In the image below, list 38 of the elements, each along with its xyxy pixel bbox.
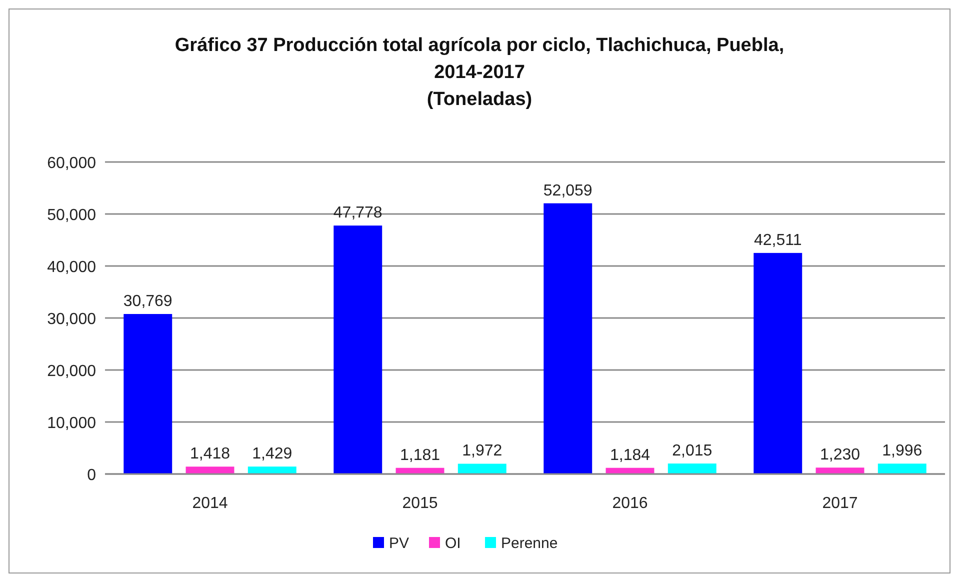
x-tick-label: 2015 (402, 495, 438, 512)
bar (458, 464, 506, 474)
bar (334, 226, 382, 474)
y-tick-label: 20,000 (47, 363, 96, 380)
data-label: 1,972 (462, 442, 502, 460)
y-tick-label: 50,000 (47, 207, 96, 224)
data-label: 1,418 (190, 446, 230, 463)
data-label: 1,996 (882, 442, 922, 460)
legend-label: OI (445, 535, 461, 552)
x-tick-label: 2016 (612, 495, 648, 512)
bar (878, 464, 926, 474)
bar (186, 466, 234, 474)
legend-label: PV (389, 535, 410, 552)
data-label: 47,778 (333, 204, 382, 222)
data-label: 1,184 (610, 446, 650, 464)
y-tick-label: 0 (87, 467, 96, 484)
bar (668, 464, 716, 474)
data-label: 1,230 (820, 446, 860, 464)
bar (754, 252, 802, 474)
data-label: 2,015 (672, 442, 712, 460)
y-tick-label: 30,000 (47, 311, 96, 328)
bar (544, 203, 592, 474)
bar (248, 466, 296, 474)
chart-subtitle: (Toneladas) (426, 89, 532, 110)
data-label: 52,059 (543, 182, 592, 200)
y-tick-label: 60,000 (47, 155, 96, 172)
data-label: 42,511 (754, 232, 802, 249)
legend-label: Perenne (501, 535, 558, 552)
x-tick-label: 2014 (192, 495, 228, 512)
data-label: 30,769 (123, 293, 172, 310)
bar (124, 314, 172, 474)
chart-title: Gráfico 37 Producción total agrícola por ciclo, Tlachichuca, Puebla, 2014-2017 (174, 35, 784, 83)
x-tick-label: 2017 (822, 495, 858, 512)
bar (816, 468, 864, 474)
data-label: 1,429 (252, 446, 292, 463)
data-label: 1,181 (400, 446, 440, 464)
y-tick-label: 40,000 (47, 259, 96, 276)
y-tick-label: 10,000 (47, 415, 96, 432)
